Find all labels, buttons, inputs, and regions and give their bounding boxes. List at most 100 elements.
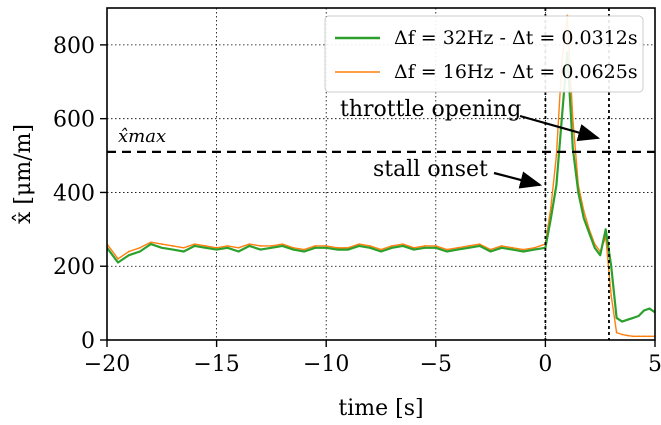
series-0-point xyxy=(314,246,317,249)
series-line-0 xyxy=(107,51,655,323)
series-0-point xyxy=(391,246,393,249)
series-1-point xyxy=(549,206,552,209)
series-0-point xyxy=(347,248,350,251)
series-0-point xyxy=(500,246,503,249)
series-0-point xyxy=(412,248,415,251)
series-1-point xyxy=(314,245,317,247)
x-axis-label: time [s] xyxy=(338,396,423,421)
series-1-point xyxy=(555,154,558,157)
x-tick-label: −10 xyxy=(303,352,349,377)
series-1-point xyxy=(445,248,448,251)
series-1-point xyxy=(380,248,382,251)
series-1-point xyxy=(160,243,163,245)
y-tick-label: 0 xyxy=(81,329,95,354)
series-1-point xyxy=(522,248,525,251)
series-1-point xyxy=(336,246,339,249)
legend: Δf = 32Hz - Δt = 0.0312s Δf = 16Hz - Δt … xyxy=(324,15,644,93)
x-tick-label: 0 xyxy=(538,352,552,377)
series-0-point xyxy=(615,316,618,319)
series-1-point xyxy=(615,331,618,334)
y-tick-label: 200 xyxy=(53,255,95,280)
series-1-point xyxy=(193,243,196,245)
series-0-point xyxy=(182,250,185,253)
series-0-point xyxy=(336,248,339,251)
series-0-point xyxy=(533,248,536,251)
series-0-point xyxy=(358,245,360,247)
arrow-stall-onset xyxy=(493,171,543,189)
series-0-point xyxy=(325,246,328,249)
series-1-point xyxy=(571,117,574,120)
series-1-point xyxy=(621,333,624,336)
series-0-point xyxy=(511,248,514,251)
annotation-throttle-opening: throttle opening xyxy=(340,97,521,122)
series-0-point xyxy=(555,184,558,186)
series-0-point xyxy=(160,246,163,249)
series-1-point xyxy=(259,245,262,247)
series-0-point xyxy=(270,246,273,249)
series-1-point xyxy=(128,250,130,253)
series-1-point xyxy=(648,335,651,338)
series-0-point xyxy=(522,250,525,253)
series-0-point xyxy=(380,250,382,253)
plot-frame xyxy=(106,7,656,341)
series-1-point xyxy=(358,243,360,245)
series-1-point xyxy=(149,241,152,244)
series-0-point xyxy=(643,309,645,312)
series-0-point xyxy=(637,315,640,317)
series-0-point xyxy=(259,248,262,251)
series-0-point xyxy=(571,147,574,150)
series-0-point xyxy=(171,248,174,251)
series-0-point xyxy=(434,246,437,249)
series-1-point xyxy=(610,294,613,297)
series-0-point xyxy=(237,250,240,253)
series-1-point xyxy=(347,246,350,249)
threshold-label: x̂max xyxy=(118,126,166,147)
x-tick-label: −15 xyxy=(193,352,239,377)
series-1-point xyxy=(325,245,328,247)
series-1-point xyxy=(632,335,634,338)
series-0-point xyxy=(632,316,634,319)
series-1-point xyxy=(391,245,393,247)
series-0-point xyxy=(604,228,607,231)
series-1-point xyxy=(511,246,514,249)
series-0-point xyxy=(402,245,404,247)
series-1-point xyxy=(248,243,251,245)
series-0-point xyxy=(648,307,651,310)
series-0-point xyxy=(549,217,552,220)
ticks: −20 −15 −10 −5 0 5 0 200 400 600 800 xyxy=(53,34,661,377)
series-0-point xyxy=(626,318,629,321)
series-0-point xyxy=(610,265,613,268)
y-axis-label: x̂ [μm/m] xyxy=(11,124,36,224)
series-0-point xyxy=(489,250,492,253)
series-1-point xyxy=(423,245,426,247)
series-0-point xyxy=(577,191,580,194)
series-1-point xyxy=(637,335,640,338)
series-0-point xyxy=(281,245,284,247)
series-1-point xyxy=(456,246,459,249)
series-1-point xyxy=(478,243,481,245)
series-1-point xyxy=(117,257,119,260)
series-0-point xyxy=(621,320,624,323)
series-1-point xyxy=(434,245,437,247)
series-0-point xyxy=(582,217,585,220)
series-0-point xyxy=(193,245,196,247)
series-0-point xyxy=(128,254,130,257)
series-0-point xyxy=(369,246,371,249)
series-1-point xyxy=(270,245,273,247)
series-1-point xyxy=(204,245,207,247)
series-1-point xyxy=(369,245,371,247)
series-layer xyxy=(107,14,655,338)
series-1-point xyxy=(292,246,295,249)
series-0-point xyxy=(149,243,152,245)
annotation-stall-onset: stall onset xyxy=(373,157,488,182)
series-0-point xyxy=(588,232,591,234)
series-0-point xyxy=(467,246,470,249)
series-0-point xyxy=(215,248,218,251)
series-1-point xyxy=(215,246,218,249)
y-tick-label: 800 xyxy=(53,34,95,59)
legend-label-0: Δf = 32Hz - Δt = 0.0312s xyxy=(394,27,638,49)
series-0-point xyxy=(303,250,306,253)
series-0-point xyxy=(138,250,141,253)
series-0-point xyxy=(560,117,563,120)
